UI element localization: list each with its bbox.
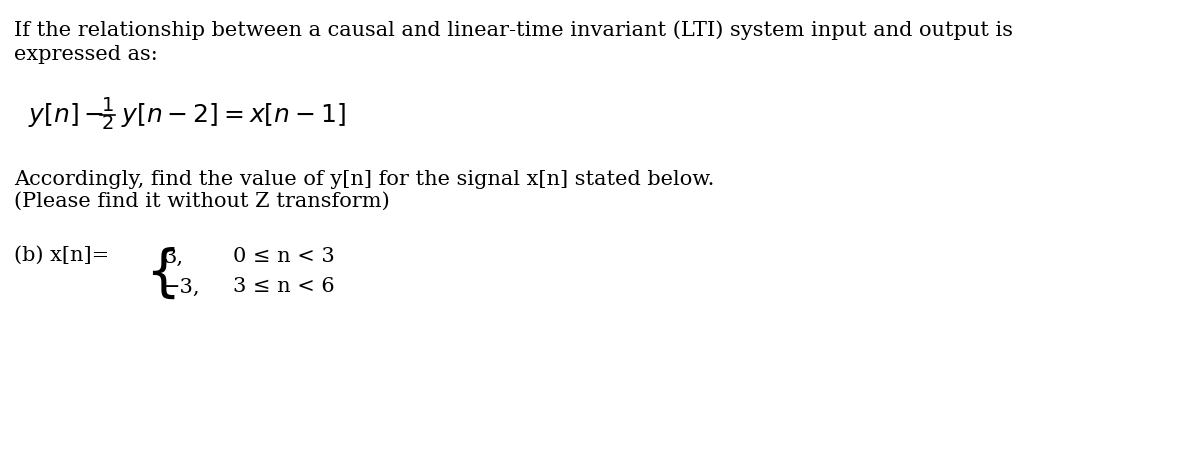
Text: If the relationship between a causal and linear-time invariant (LTI) system inpu: If the relationship between a causal and… bbox=[14, 20, 1013, 40]
Text: (b) x[n]=: (b) x[n]= bbox=[14, 246, 109, 265]
Text: (Please find it without Z transform): (Please find it without Z transform) bbox=[14, 192, 390, 211]
Text: $y[n - 2] = x[n - 1]$: $y[n - 2] = x[n - 1]$ bbox=[121, 101, 346, 129]
Text: $2$: $2$ bbox=[101, 115, 114, 133]
Text: $y[n] - $: $y[n] - $ bbox=[28, 101, 104, 129]
Text: $\{$: $\{$ bbox=[144, 245, 175, 301]
Text: −3,: −3, bbox=[163, 278, 200, 297]
Text: expressed as:: expressed as: bbox=[14, 45, 157, 64]
Text: $1$: $1$ bbox=[101, 97, 114, 115]
Text: 3,: 3, bbox=[163, 248, 184, 266]
Text: 0 ≤ n < 3: 0 ≤ n < 3 bbox=[233, 248, 335, 266]
Text: Accordingly, find the value of y[n] for the signal x[n] stated below.: Accordingly, find the value of y[n] for … bbox=[14, 170, 714, 189]
Text: 3 ≤ n < 6: 3 ≤ n < 6 bbox=[233, 278, 335, 297]
